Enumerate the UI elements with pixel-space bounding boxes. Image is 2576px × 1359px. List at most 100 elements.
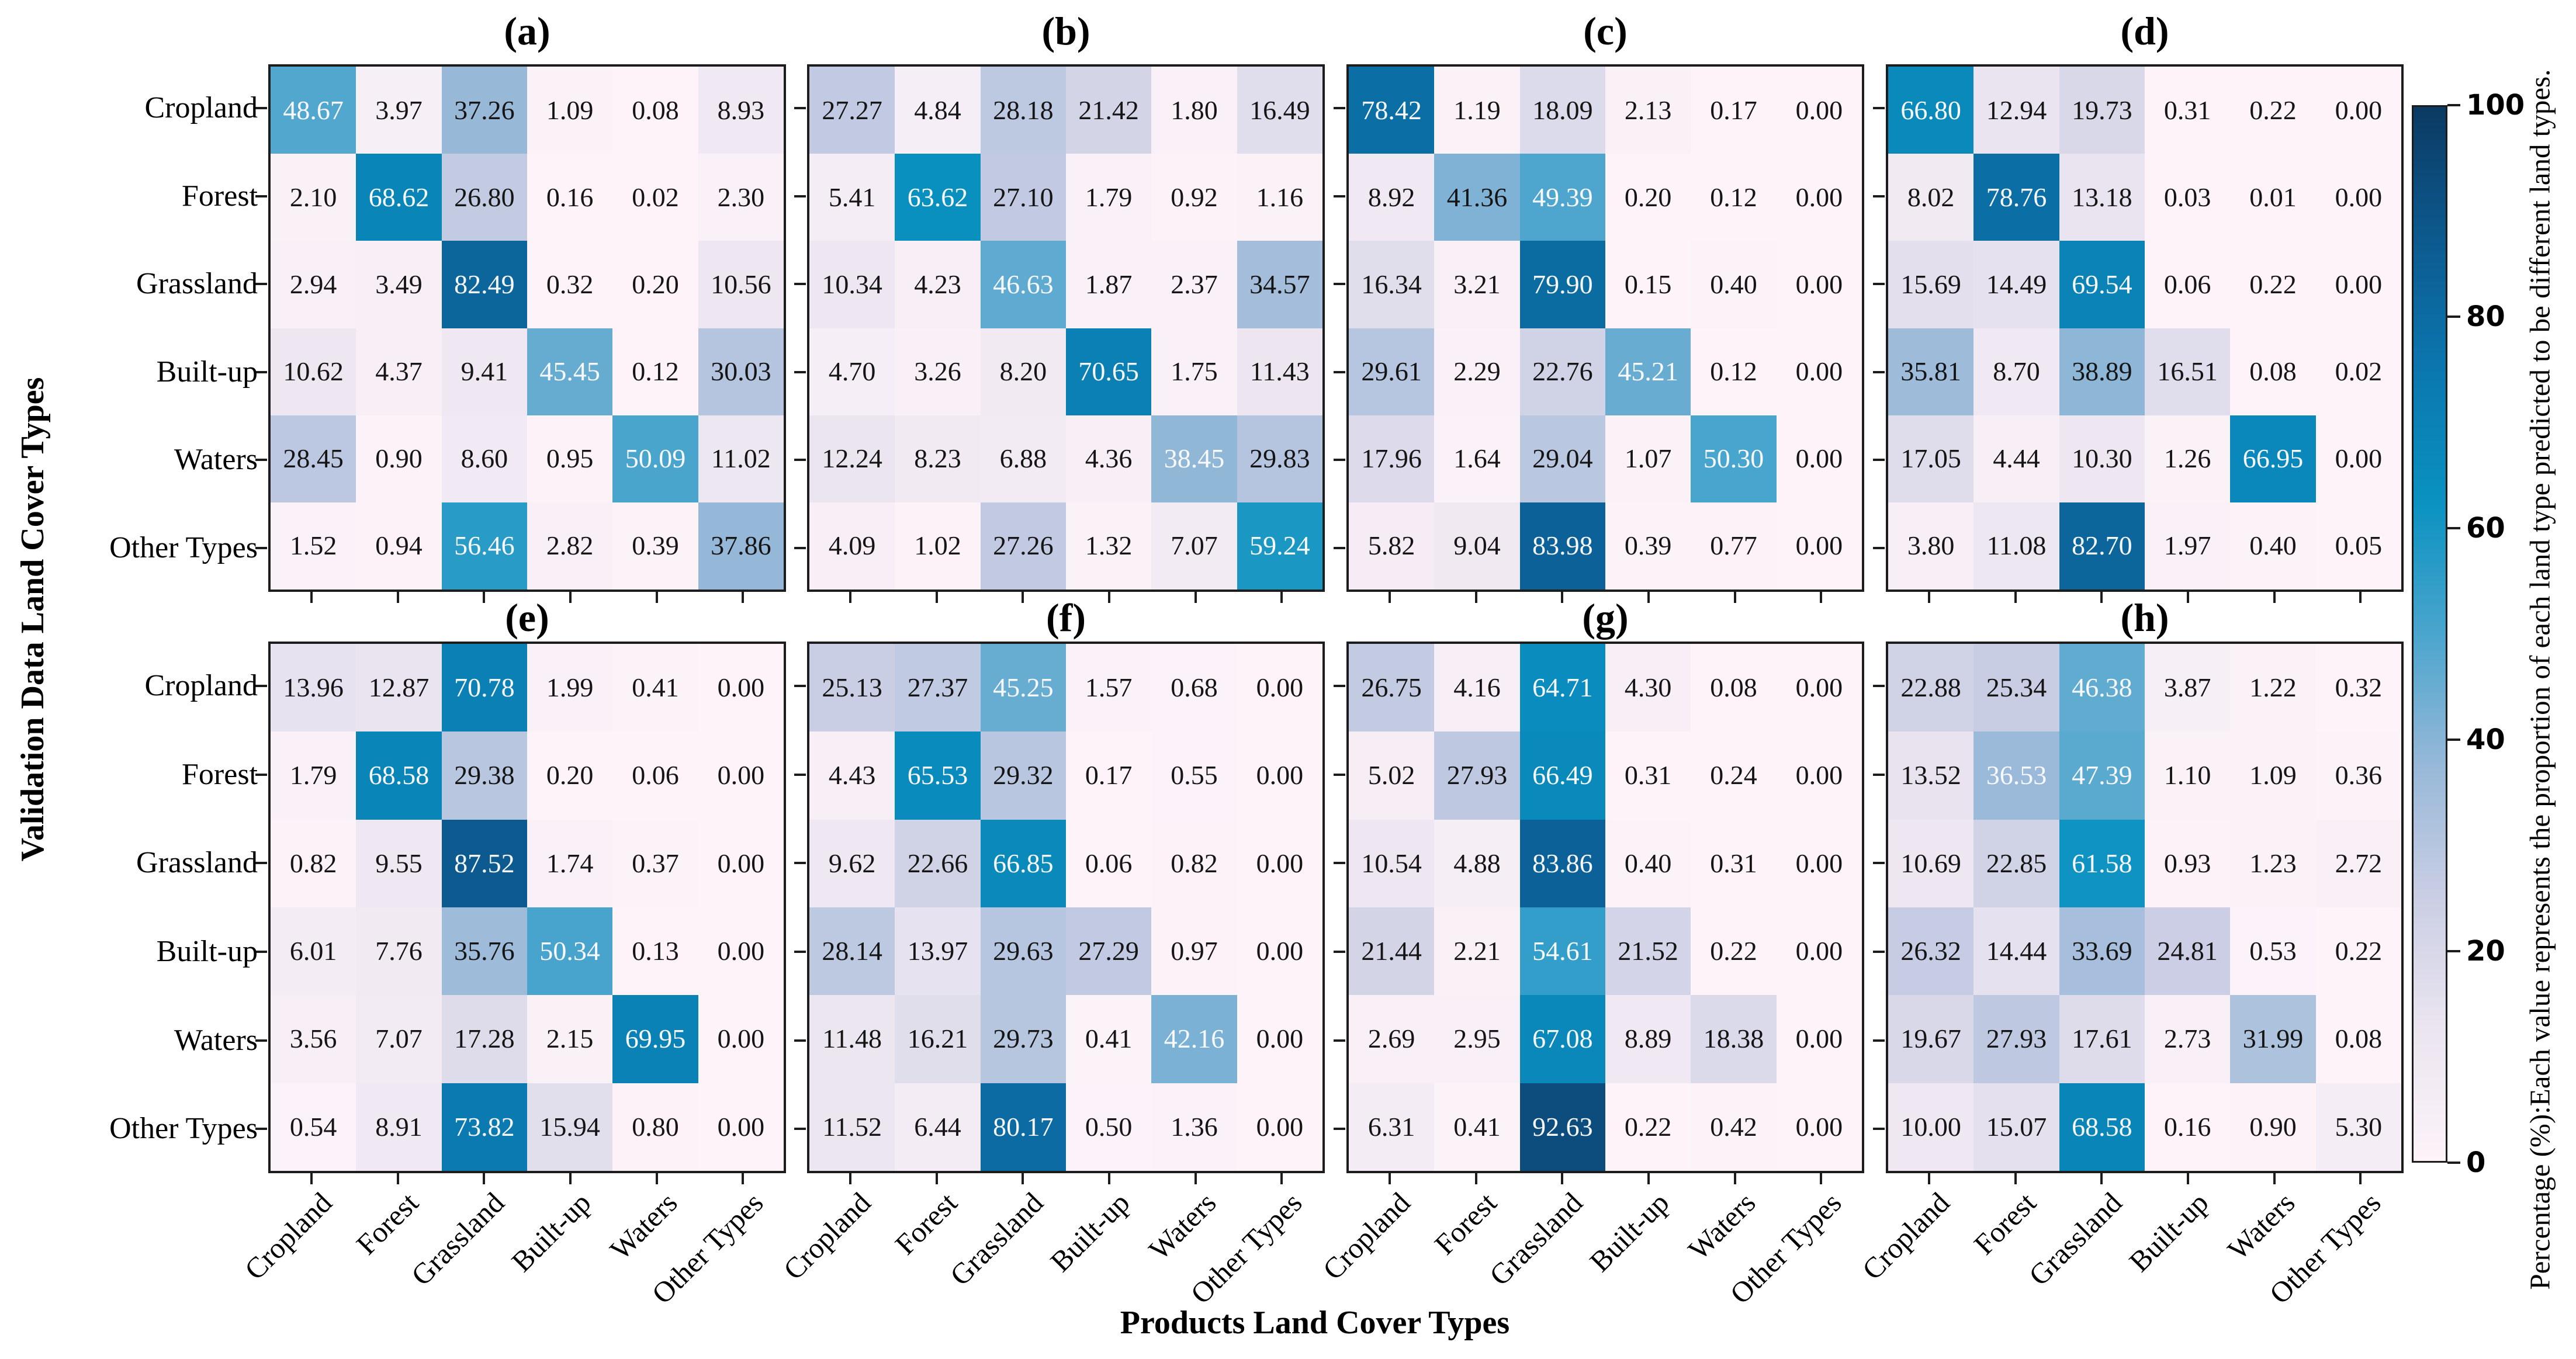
row-tick-label: Forest	[182, 757, 258, 791]
row-tick-label: Other Types	[109, 531, 258, 564]
axis-tick	[255, 1128, 267, 1131]
col-tick-label: Cropland	[1855, 1186, 1956, 1287]
heatmap-cell: 61.58	[2059, 819, 2145, 907]
heatmap-cell: 49.39	[1519, 154, 1605, 241]
heatmap-cell: 38.89	[2059, 328, 2145, 415]
heatmap-cell: 25.13	[809, 644, 895, 732]
heatmap-cell: 8.92	[1349, 154, 1435, 241]
heatmap-cell: 79.90	[1519, 241, 1605, 328]
heatmap-cell: 0.02	[612, 154, 698, 241]
heatmap-cell: 4.43	[809, 731, 895, 820]
heatmap-cell: 10.62	[271, 328, 356, 415]
heatmap-cell: 1.79	[271, 731, 356, 820]
panel-title: (e)	[505, 595, 549, 640]
axis-tick	[255, 370, 267, 373]
heatmap-cell: 28.14	[809, 907, 895, 996]
heatmap-cell: 66.80	[1888, 67, 1974, 154]
heatmap-cell: 66.85	[980, 819, 1066, 907]
heatmap-cell: 21.44	[1349, 907, 1435, 996]
heatmap-cell: 6.31	[1349, 1083, 1435, 1171]
colorbar-tick-label: 0	[2466, 1146, 2486, 1179]
axis-tick	[794, 684, 806, 687]
heatmap-cell: 1.16	[1237, 154, 1322, 241]
heatmap-cell: 0.12	[612, 328, 698, 415]
row-tick-label: Cropland	[144, 668, 258, 702]
axis-tick	[1873, 862, 1885, 865]
heatmap-cell: 2.15	[527, 995, 613, 1083]
heatmap-cell: 3.21	[1434, 241, 1520, 328]
heatmap-cell: 45.45	[527, 328, 613, 415]
axis-tick	[396, 1173, 399, 1184]
heatmap-cell: 1.64	[1434, 415, 1520, 502]
heatmap-cell: 0.31	[2144, 67, 2231, 154]
panel-title: (c)	[1583, 9, 1628, 53]
heatmap-cell: 1.23	[2230, 819, 2316, 907]
axis-tick	[849, 1173, 851, 1184]
heatmap-panel: 78.42 1.19 18.09 2.13 0.17 0.00 8.92 41.36 49.39…	[1346, 64, 1864, 592]
row-tick-label: Built-up	[156, 355, 258, 389]
heatmap-cell: 0.00	[1776, 241, 1862, 328]
heatmap-cell: 19.73	[2059, 67, 2145, 154]
axis-tick	[1022, 591, 1024, 603]
heatmap-cell: 0.20	[1605, 154, 1691, 241]
heatmap-cell: 67.08	[1519, 995, 1605, 1083]
axis-tick	[1334, 283, 1345, 286]
axis-tick	[255, 546, 267, 549]
axis-tick	[1280, 1173, 1283, 1184]
heatmap-cell: 42.16	[1151, 995, 1237, 1083]
heatmap-cell: 18.38	[1691, 995, 1777, 1083]
colorbar-tick	[2447, 1162, 2460, 1164]
heatmap-cell: 4.23	[895, 241, 981, 328]
axis-tick	[742, 1173, 745, 1184]
heatmap-cell: 1.97	[2144, 502, 2231, 590]
axis-tick	[255, 195, 267, 197]
heatmap-cell: 17.61	[2059, 995, 2145, 1083]
heatmap-cell: 2.82	[527, 502, 613, 590]
colorbar-tick	[2447, 739, 2460, 741]
heatmap-cell: 3.49	[356, 241, 442, 328]
row-tick-label: Cropland	[144, 91, 258, 125]
heatmap-cell: 70.65	[1065, 328, 1152, 415]
heatmap-cell: 82.49	[441, 241, 527, 328]
heatmap-cell: 8.20	[980, 328, 1066, 415]
axis-tick	[1873, 1039, 1885, 1042]
axis-tick	[1334, 459, 1345, 462]
row-tick-label: Waters	[174, 1023, 258, 1057]
heatmap-cell: 6.44	[895, 1083, 981, 1171]
axis-tick	[1873, 684, 1885, 687]
heatmap-cell: 1.75	[1151, 328, 1237, 415]
heatmap-cell: 31.99	[2230, 995, 2316, 1083]
axis-tick	[1873, 283, 1885, 286]
axis-tick	[255, 862, 267, 865]
heatmap-cell: 10.54	[1349, 819, 1435, 907]
heatmap-cell: 0.00	[1776, 1083, 1862, 1171]
heatmap-cell: 69.54	[2059, 241, 2145, 328]
heatmap-cell: 87.52	[441, 819, 527, 907]
axis-tick	[1474, 591, 1477, 603]
colorbar-tick-label: 60	[2466, 512, 2505, 545]
heatmap-cell: 1.09	[527, 67, 613, 154]
axis-tick	[849, 591, 851, 603]
heatmap-cell: 0.39	[1605, 502, 1691, 590]
panel-title: (b)	[1041, 9, 1090, 53]
heatmap-cell: 0.22	[2230, 241, 2316, 328]
heatmap-cell: 22.76	[1519, 328, 1605, 415]
colorbar-tick	[2447, 104, 2460, 106]
heatmap-cell: 29.83	[1237, 415, 1322, 502]
heatmap-cell: 28.18	[980, 67, 1066, 154]
heatmap-cell: 27.27	[809, 67, 895, 154]
heatmap-cell: 8.91	[356, 1083, 442, 1171]
x-axis-title: Products Land Cover Types	[1120, 1305, 1510, 1341]
heatmap-cell: 26.80	[441, 154, 527, 241]
heatmap-cell: 0.00	[1776, 67, 1862, 154]
colorbar-tick-label: 80	[2466, 300, 2505, 333]
heatmap-cell: 15.07	[1973, 1083, 2059, 1171]
heatmap-cell: 59.24	[1237, 502, 1322, 590]
axis-tick	[2100, 1173, 2103, 1184]
heatmap-cell: 0.00	[1776, 995, 1862, 1083]
heatmap-cell: 2.21	[1434, 907, 1520, 996]
row-tick-label: Grassland	[136, 846, 258, 880]
axis-tick	[1873, 773, 1885, 776]
row-tick-label: Other Types	[109, 1112, 258, 1146]
heatmap-cell: 11.08	[1973, 502, 2059, 590]
